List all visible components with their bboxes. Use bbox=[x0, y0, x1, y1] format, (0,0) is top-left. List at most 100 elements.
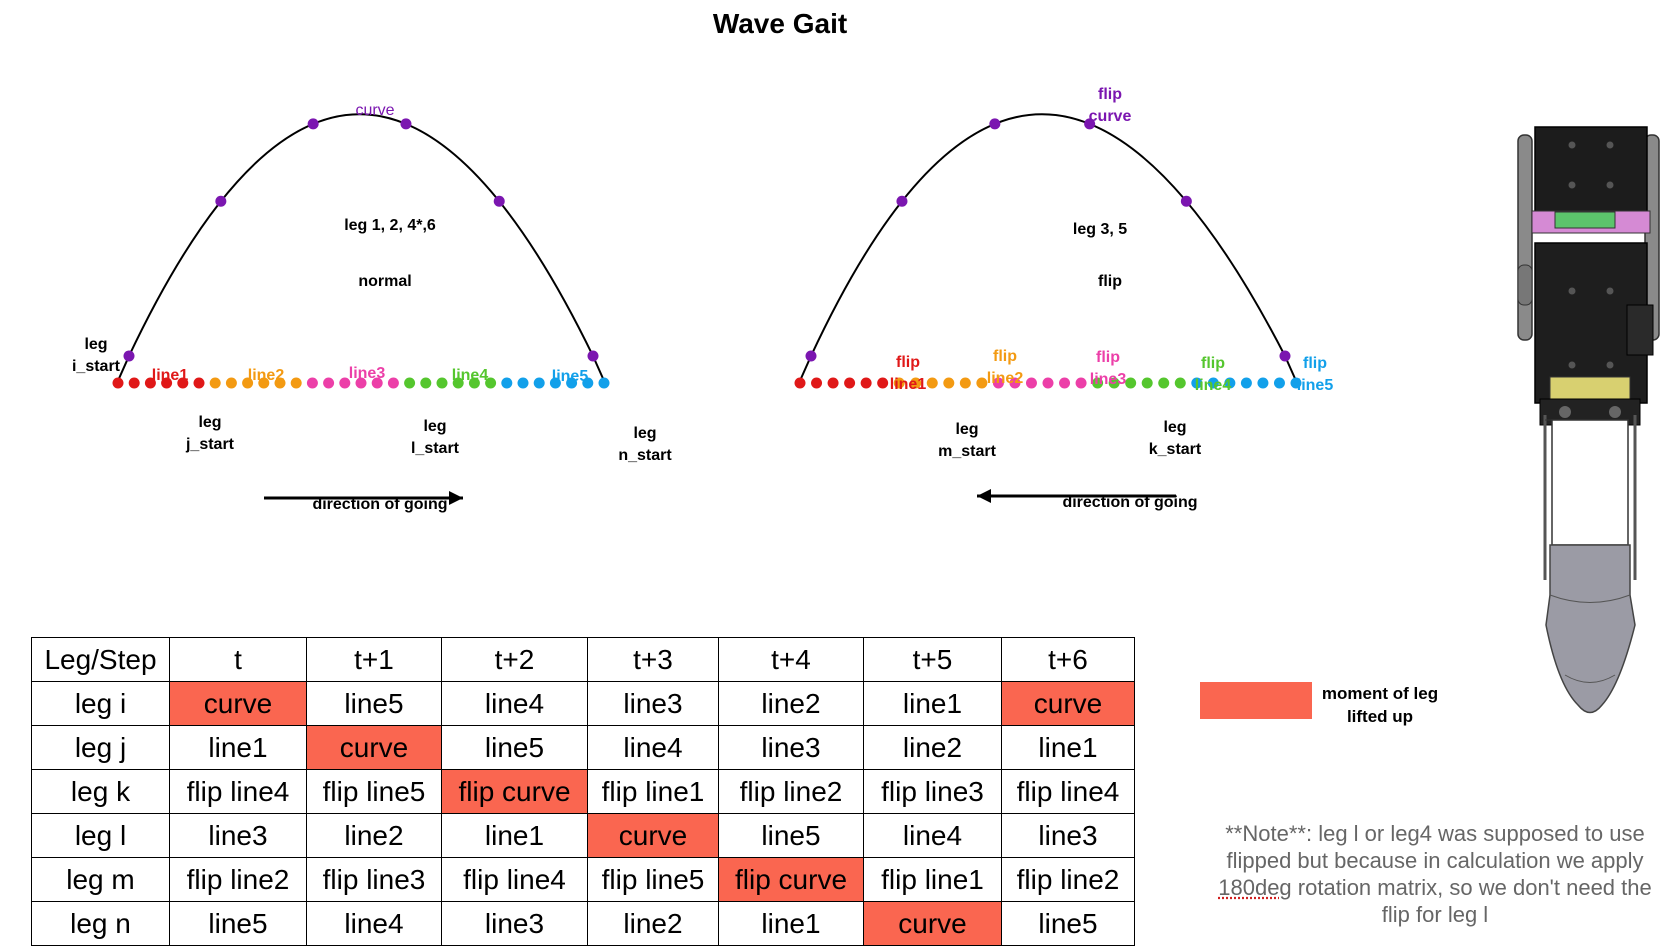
table-cell: flip line1 bbox=[863, 857, 1002, 902]
right-ground-point bbox=[1141, 377, 1153, 389]
right-ground-point bbox=[794, 377, 806, 389]
row-leg-label: leg i bbox=[31, 681, 170, 726]
left-legs-label: leg 1, 2, 4*,6 bbox=[344, 217, 436, 234]
left-ground-point bbox=[436, 377, 448, 389]
left-ground-point bbox=[582, 377, 594, 389]
table-header-row: Leg/Step t t+1 t+2 t+3 t+4 t+5 t+6 bbox=[31, 637, 1135, 682]
left-ground-point bbox=[501, 377, 513, 389]
right-ground-point bbox=[1025, 377, 1037, 389]
leg-i-start-label: leg i_start bbox=[71, 336, 121, 375]
left-ground-point bbox=[404, 377, 416, 389]
left-seg-label-5: line5 bbox=[551, 368, 589, 385]
left-ground-point bbox=[128, 377, 140, 389]
table-cell: line5 bbox=[306, 681, 442, 726]
right-ground-point bbox=[1125, 377, 1137, 389]
leg-j-start-label: leg j_start bbox=[185, 414, 235, 453]
left-ground-point bbox=[598, 377, 610, 389]
left-ground-point bbox=[355, 377, 367, 389]
right-ground-point bbox=[877, 377, 889, 389]
table-cell: line3 bbox=[441, 901, 588, 946]
right-ground-point bbox=[1009, 377, 1021, 389]
right-mode-label: flip bbox=[1098, 273, 1122, 290]
table-row: leg i curve line5 line4 line3 line2 line1 curve bbox=[31, 681, 1135, 726]
table-cell: line5 bbox=[1001, 901, 1135, 946]
left-ground-point bbox=[112, 377, 124, 389]
legend-text: moment of leg lifted up bbox=[1321, 684, 1439, 726]
left-ground-point bbox=[193, 377, 205, 389]
left-curve-point bbox=[123, 350, 135, 362]
right-curve-point bbox=[805, 350, 817, 362]
table-cell: flip line5 bbox=[306, 769, 442, 814]
table-row: leg j line1 curve line5 line4 line3 line2 line1 bbox=[31, 725, 1135, 770]
row-leg-label: leg l bbox=[31, 813, 170, 858]
left-curve-label: curve bbox=[355, 102, 395, 119]
right-ground-point bbox=[844, 377, 856, 389]
right-curve-point bbox=[989, 118, 1001, 130]
right-ground-point bbox=[976, 377, 988, 389]
table-cell: line4 bbox=[306, 901, 442, 946]
right-ground-point bbox=[1075, 377, 1087, 389]
row-leg-label: leg j bbox=[31, 725, 170, 770]
left-swing-curve bbox=[116, 113, 606, 384]
right-ground-point bbox=[1158, 377, 1170, 389]
table-cell: line1 bbox=[863, 681, 1002, 726]
table-cell: line1 bbox=[1001, 725, 1135, 770]
left-ground-point bbox=[209, 377, 221, 389]
right-ground-point bbox=[1191, 377, 1203, 389]
right-swing-curve bbox=[798, 113, 1298, 384]
right-ground-point bbox=[893, 377, 905, 389]
right-seg-label-5: flip line5 bbox=[1296, 355, 1334, 394]
row-leg-label: leg n bbox=[31, 901, 170, 946]
left-ground-point bbox=[533, 377, 545, 389]
table-cell: line2 bbox=[718, 681, 864, 726]
right-ground-point bbox=[1257, 377, 1269, 389]
left-ground-point bbox=[485, 377, 497, 389]
table-cell: line4 bbox=[863, 813, 1002, 858]
table-cell: flip line3 bbox=[863, 769, 1002, 814]
right-ground-point bbox=[959, 377, 971, 389]
page-title: Wave Gait bbox=[712, 8, 848, 39]
table-cell: flip line1 bbox=[587, 769, 719, 814]
row-leg-label: leg k bbox=[31, 769, 170, 814]
table-cell: flip line4 bbox=[1001, 769, 1135, 814]
table-cell: curve bbox=[306, 725, 442, 770]
leg-l-start-label: leg l_start bbox=[410, 418, 460, 457]
left-ground-point bbox=[161, 377, 173, 389]
right-curve-point bbox=[1084, 118, 1096, 130]
table-cell: line5 bbox=[169, 901, 307, 946]
right-ground-point bbox=[1092, 377, 1104, 389]
left-ground-point bbox=[290, 377, 302, 389]
right-direction-arrow-head bbox=[977, 489, 991, 503]
left-curve-point bbox=[307, 118, 319, 130]
right-ground-point bbox=[1290, 377, 1302, 389]
table-cell: flip line4 bbox=[169, 769, 307, 814]
note-text: **Note**: leg l or leg4 was supposed to … bbox=[1218, 821, 1652, 927]
column-header: t bbox=[169, 637, 307, 682]
left-ground-point bbox=[420, 377, 432, 389]
gait-table: Leg/Step t t+1 t+2 t+3 t+4 t+5 t+6 leg i… bbox=[31, 637, 1135, 946]
table-cell: line4 bbox=[587, 725, 719, 770]
left-ground-point bbox=[371, 377, 383, 389]
right-ground-point bbox=[1059, 377, 1071, 389]
table-row: leg l line3 line2 line1 curve line5 line4 line3 bbox=[31, 813, 1135, 858]
right-ground-point bbox=[1207, 377, 1219, 389]
leg-n-start-label: leg n_start bbox=[618, 425, 672, 464]
leg-k-start-label: leg k_start bbox=[1148, 419, 1202, 458]
right-ground-point bbox=[1042, 377, 1054, 389]
left-ground-point bbox=[452, 377, 464, 389]
left-ground-point bbox=[144, 377, 156, 389]
table-cell: curve bbox=[587, 813, 719, 858]
column-header: t+5 bbox=[863, 637, 1002, 682]
left-direction-arrow-head bbox=[449, 491, 463, 505]
left-ground-point bbox=[242, 377, 254, 389]
table-cell: line3 bbox=[718, 725, 864, 770]
table-cell: line2 bbox=[587, 901, 719, 946]
table-cell: flip line2 bbox=[169, 857, 307, 902]
right-curve-point bbox=[896, 195, 908, 207]
column-header: t+2 bbox=[441, 637, 588, 682]
column-header: t+4 bbox=[718, 637, 864, 682]
right-ground-point bbox=[926, 377, 938, 389]
left-direction-label: direction of going bbox=[312, 496, 448, 513]
right-curve-label: flip curve bbox=[1088, 86, 1132, 125]
left-ground-point bbox=[323, 377, 335, 389]
